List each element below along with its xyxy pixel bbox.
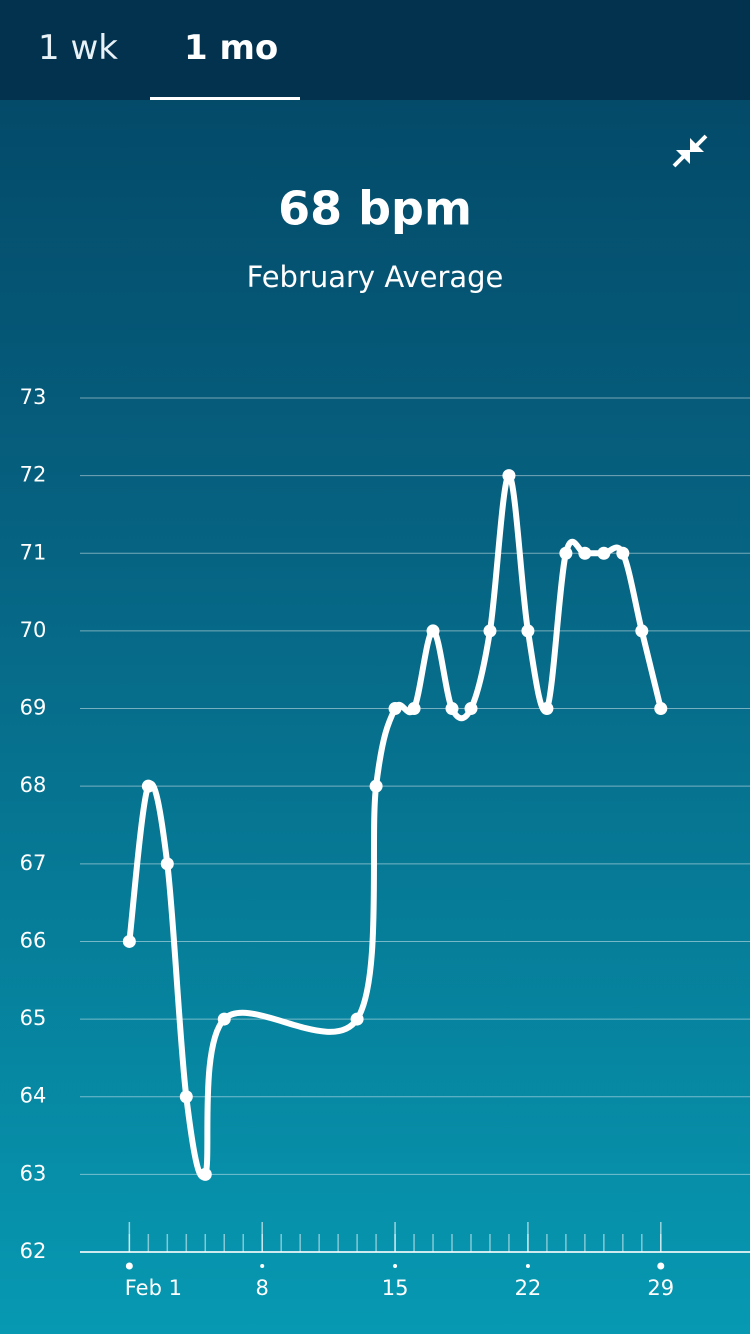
x-tick-dot xyxy=(657,1262,665,1270)
point xyxy=(502,469,516,483)
chart-subtitle: February Average xyxy=(247,260,504,294)
point xyxy=(597,546,611,560)
x-tick-label: 8 xyxy=(256,1276,269,1300)
y-tick-label: 64 xyxy=(20,1084,47,1108)
point xyxy=(559,546,573,560)
collapse-icon[interactable] xyxy=(672,134,708,168)
point xyxy=(540,702,554,716)
point xyxy=(426,624,440,638)
point xyxy=(464,702,478,716)
tab-selected[interactable]: 1 mo xyxy=(184,28,279,68)
tab[interactable]: 1 wk xyxy=(38,28,118,68)
tab-bar: 1 wk 1 mo xyxy=(0,0,750,100)
point xyxy=(654,702,668,716)
y-tick-label: 63 xyxy=(20,1161,47,1185)
point xyxy=(521,624,535,638)
chart-title: 68 bpm xyxy=(278,182,472,236)
point xyxy=(445,702,459,716)
x-tick-label: Feb 1 xyxy=(125,1276,182,1300)
y-tick-label: 67 xyxy=(20,851,47,875)
point xyxy=(179,1090,193,1104)
x-tick-dot xyxy=(125,1262,133,1270)
point xyxy=(635,624,649,638)
y-tick-label: 65 xyxy=(20,1006,47,1030)
x-tick-label: 22 xyxy=(515,1276,542,1300)
point xyxy=(369,779,383,793)
point xyxy=(578,546,592,560)
point xyxy=(388,702,402,716)
x-tick-dot xyxy=(393,1264,398,1268)
point xyxy=(350,1012,364,1026)
y-tick-label: 68 xyxy=(20,773,47,797)
y-tick-label: 70 xyxy=(20,618,47,642)
point xyxy=(198,1167,212,1181)
y-tick-label: 66 xyxy=(20,928,47,952)
line xyxy=(126,472,664,1180)
x-tick-label: 15 xyxy=(382,1276,409,1300)
tab-indicator xyxy=(150,97,300,100)
point xyxy=(122,934,136,948)
y-tick-label: 72 xyxy=(20,463,47,487)
x-tick-dot xyxy=(525,1264,530,1268)
x-tick-dot xyxy=(260,1264,265,1268)
y-tick-label: 69 xyxy=(20,696,47,720)
point xyxy=(160,857,174,871)
point xyxy=(141,779,155,793)
x-tick-label: 29 xyxy=(647,1276,674,1300)
y-tick-label: 62 xyxy=(20,1239,47,1263)
point xyxy=(616,546,630,560)
y-tick-label: 73 xyxy=(20,385,47,409)
point xyxy=(483,624,497,638)
y-tick-label: 71 xyxy=(20,540,47,564)
point xyxy=(217,1012,231,1026)
point xyxy=(407,702,421,716)
